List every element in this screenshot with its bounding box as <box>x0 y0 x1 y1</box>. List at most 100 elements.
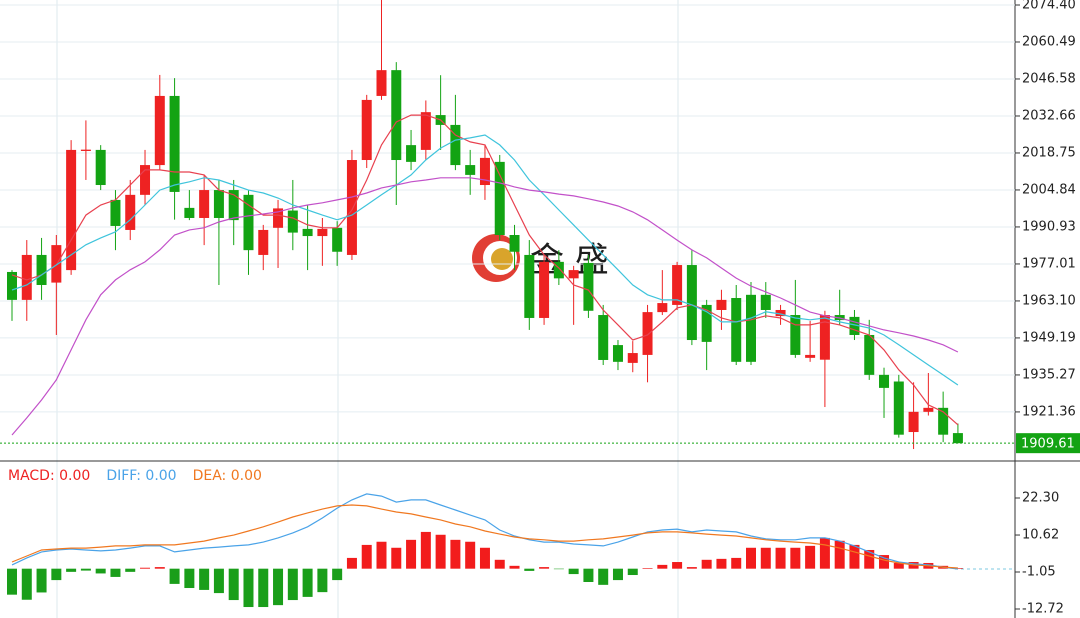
macd-bar <box>893 562 904 569</box>
macd-bar <box>879 555 890 569</box>
candle-body <box>598 315 609 360</box>
macd-bar <box>686 567 697 569</box>
macd-bar <box>376 541 387 569</box>
candle-body <box>199 190 210 218</box>
macd-bar <box>80 568 91 571</box>
candle-body <box>125 194 136 230</box>
candle-body <box>553 261 564 279</box>
candle-body <box>893 381 904 435</box>
y-tick-label: -1.05 <box>1022 565 1056 580</box>
macd-bar <box>775 547 786 569</box>
logo-core <box>491 248 513 270</box>
macd-bar <box>760 547 771 569</box>
candle-body <box>612 345 623 362</box>
candle-body <box>36 254 47 285</box>
y-tick-label: 1921.36 <box>1022 404 1076 419</box>
indicator-line <box>11 493 958 570</box>
macd-bar <box>273 568 284 606</box>
macd-bar <box>465 541 476 569</box>
macd-bar <box>391 547 402 569</box>
candle-body <box>346 160 357 255</box>
macd-bar <box>95 568 106 574</box>
candle-body <box>287 210 298 233</box>
macd-bar <box>509 565 520 569</box>
macd-bar <box>834 540 845 569</box>
candle-body <box>864 334 875 375</box>
y-tick-label: 10.62 <box>1022 528 1059 543</box>
macd-bar <box>258 568 269 608</box>
macd-bar <box>672 562 683 569</box>
candle-body <box>642 312 653 355</box>
macd-bar <box>849 544 860 569</box>
macd-bar <box>583 568 594 582</box>
y-tick-label: 2060.49 <box>1022 34 1076 49</box>
y-tick-label: 2046.58 <box>1022 71 1076 86</box>
candle-body <box>819 315 830 360</box>
macd-bar <box>7 568 17 595</box>
macd-bar <box>140 567 151 569</box>
macd-bar <box>568 568 579 575</box>
candle-body <box>805 354 816 358</box>
candle-body <box>391 70 402 161</box>
candle-body <box>568 270 579 279</box>
macd-bar <box>302 568 313 597</box>
macd-bar <box>420 531 431 569</box>
candle-body <box>509 234 520 252</box>
macd-bar <box>598 568 609 585</box>
candle-body <box>701 304 712 342</box>
indicator-line <box>11 177 959 436</box>
candle-body <box>952 433 963 444</box>
macd-bar <box>864 549 875 569</box>
candle-body <box>746 294 756 362</box>
candle-body <box>7 271 17 300</box>
macd-bar <box>406 539 417 569</box>
macd-bar <box>51 568 62 581</box>
macd-bar <box>317 568 328 593</box>
legend-entry: DIFF: 0.00 <box>106 468 176 484</box>
candle-body <box>169 95 180 192</box>
candle-body <box>731 298 742 362</box>
candle-body <box>420 112 431 150</box>
macd-bar <box>952 568 963 569</box>
macd-bar <box>287 568 298 601</box>
macd-bar <box>524 568 535 571</box>
macd-bar <box>435 534 446 569</box>
macd-bar <box>332 568 343 581</box>
candle-body <box>273 208 284 228</box>
y-tick-label: 22.30 <box>1022 491 1059 506</box>
candle-body <box>110 199 121 226</box>
y-tick-label: 2004.84 <box>1022 182 1076 197</box>
macd-bar <box>612 568 623 581</box>
legend-entry: DEA: 0.00 <box>193 468 262 484</box>
candle-body <box>376 70 387 96</box>
macd-bar <box>199 568 210 590</box>
candle-body <box>332 227 343 252</box>
candle-body <box>80 149 91 151</box>
candle-body <box>760 294 771 310</box>
candle-body <box>361 99 372 161</box>
indicator-line <box>11 114 959 426</box>
candle-body <box>627 353 638 363</box>
candle-body <box>66 149 77 271</box>
candle-body <box>524 254 535 318</box>
macd-bar <box>169 568 180 584</box>
macd-bar <box>494 559 505 569</box>
macd-bar <box>790 547 801 569</box>
macd-bar <box>716 558 727 569</box>
candle-body <box>923 407 934 412</box>
candle-body <box>317 228 328 237</box>
candle-body <box>879 374 890 388</box>
candle-body <box>95 149 106 186</box>
macd-bar <box>627 568 638 576</box>
macd-bar <box>479 547 490 569</box>
candle-body <box>465 165 476 175</box>
macd-bar <box>21 568 32 600</box>
macd-bar <box>110 568 121 577</box>
macd-bar <box>361 544 372 569</box>
macd-bar <box>154 567 165 569</box>
candle-body <box>686 265 697 341</box>
y-tick-label: 1935.27 <box>1022 367 1076 382</box>
candle-body <box>243 194 254 251</box>
candle-body <box>938 407 949 435</box>
candle-body <box>539 261 550 318</box>
